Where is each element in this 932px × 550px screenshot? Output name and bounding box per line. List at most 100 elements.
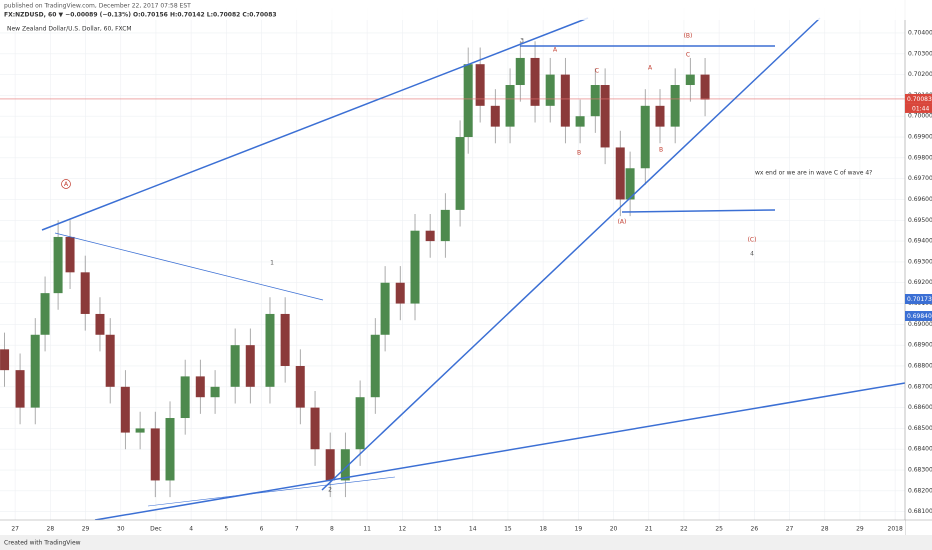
x-tick-label: 14 — [469, 526, 477, 533]
x-tick-label: 28 — [821, 526, 829, 533]
trend-line — [147, 476, 396, 507]
y-tick-label: 0.70000 — [908, 113, 932, 120]
y-tick-label: 0.70300 — [908, 50, 932, 57]
candle-body — [150, 428, 160, 481]
candle-body — [53, 236, 63, 294]
x-tick-label: 25 — [715, 526, 723, 533]
wave-label: (A) — [618, 219, 627, 226]
x-tick-label: 20 — [610, 526, 618, 533]
candles — [0, 41, 905, 498]
candle-body — [120, 386, 130, 433]
candle-body — [40, 293, 50, 335]
candle-body — [560, 74, 570, 127]
candle-body — [30, 334, 40, 408]
y-tick-label: 0.69000 — [908, 321, 932, 328]
candle-body — [80, 272, 90, 314]
x-tick-label: 11 — [363, 526, 371, 533]
annotations: 3 A (B) C A C B B (A) (C) 4 1 2 A wx end… — [64, 33, 872, 494]
x-tick-label: 30 — [117, 526, 125, 533]
candle-body — [180, 376, 190, 419]
trend-line — [41, 17, 589, 231]
wave-label: 1 — [270, 260, 274, 267]
time-axis — [0, 520, 905, 535]
candle-body — [310, 407, 320, 450]
x-tick-label: 19 — [575, 526, 583, 533]
wave-label: (C) — [748, 237, 757, 244]
x-tick-label: 2018 — [888, 526, 903, 533]
x-tick-label: 27 — [786, 526, 794, 533]
y-tick-label: 0.70400 — [908, 29, 932, 36]
candle-body — [475, 64, 485, 106]
candle-body — [370, 334, 380, 398]
instrument: New Zealand Dollar/U.S. Dollar, 60, FXCM — [7, 26, 132, 33]
x-tick-label: 26 — [751, 526, 759, 533]
candle-body — [655, 105, 665, 127]
candle-body — [245, 345, 255, 387]
x-tick-label: 12 — [399, 526, 407, 533]
note: wx end or we are in wave C of wave 4? — [755, 170, 872, 177]
drawings — [41, 17, 906, 521]
candle-body — [95, 313, 105, 335]
candle-body — [410, 230, 420, 304]
footer-bar — [0, 535, 932, 550]
x-tick-label: 28 — [47, 526, 55, 533]
candle-body — [265, 313, 275, 387]
candle-body — [590, 85, 600, 117]
x-tick-label: 7 — [295, 526, 299, 533]
footer: Created with TradingView — [4, 540, 81, 547]
candle-body — [600, 85, 610, 148]
y-tick-label: 0.68200 — [908, 487, 932, 494]
x-tick-label: Dec — [150, 526, 162, 533]
candle-body — [230, 345, 240, 387]
price-tag — [905, 311, 932, 321]
candle-body — [165, 418, 175, 481]
y-tick-label: 0.69900 — [908, 134, 932, 141]
wave-label: A — [64, 181, 69, 188]
price-axis — [905, 0, 932, 535]
candle-body — [530, 57, 540, 106]
countdown: 01:44 — [912, 105, 929, 112]
candle-body — [490, 105, 500, 127]
candle-body — [440, 209, 450, 242]
y-tick-label: 0.69200 — [908, 279, 932, 286]
horizontal-line — [621, 209, 776, 213]
x-tick-label: 4 — [189, 526, 193, 533]
candle-body — [455, 137, 465, 210]
candle-body — [545, 74, 555, 106]
y-tick-label: 0.69400 — [908, 238, 932, 245]
x-tick-label: 5 — [224, 526, 228, 533]
wave-label: (B) — [684, 33, 693, 40]
candle-body — [355, 397, 365, 450]
quote: FX:NZDUSD, 60 ▼ −0.00089 (−0.13%) O:0.70… — [4, 12, 277, 19]
x-tick-label: 21 — [645, 526, 653, 533]
axis-labels: 0.68100 0.68200 0.68300 0.68400 0.68500 0.686… — [11, 29, 932, 532]
wave-label: A — [553, 47, 558, 54]
last-price-tag — [905, 93, 932, 104]
trend-line — [54, 232, 324, 301]
candle-body — [380, 282, 390, 335]
candle-body — [15, 370, 25, 408]
candle-body — [685, 74, 695, 86]
y-tick-label: 0.68100 — [908, 508, 932, 515]
y-tick-label: 0.68300 — [908, 467, 932, 474]
y-tick-label: 0.69800 — [908, 154, 932, 161]
y-tick-label: 0.69600 — [908, 196, 932, 203]
x-tick-label: 29 — [82, 526, 90, 533]
candle-body — [195, 376, 205, 398]
circle-mark — [61, 179, 71, 189]
wave-label: 2 — [328, 487, 332, 494]
wave-label: A — [648, 65, 653, 72]
price-tag-label: 0.69840 — [907, 313, 932, 320]
candle-body — [425, 230, 435, 242]
trend-line — [94, 382, 906, 521]
y-tick-label: 0.68600 — [908, 404, 932, 411]
price-tag — [905, 294, 932, 304]
x-tick-label: 18 — [539, 526, 547, 533]
publisher: published on TradingView.com, December 2… — [4, 3, 191, 10]
x-tick-label: 8 — [330, 526, 334, 533]
wave-label: B — [577, 150, 581, 157]
candle-body — [210, 386, 220, 398]
y-tick-label: 0.68900 — [908, 342, 932, 349]
candle-body — [105, 334, 115, 387]
candle-body — [505, 85, 515, 127]
